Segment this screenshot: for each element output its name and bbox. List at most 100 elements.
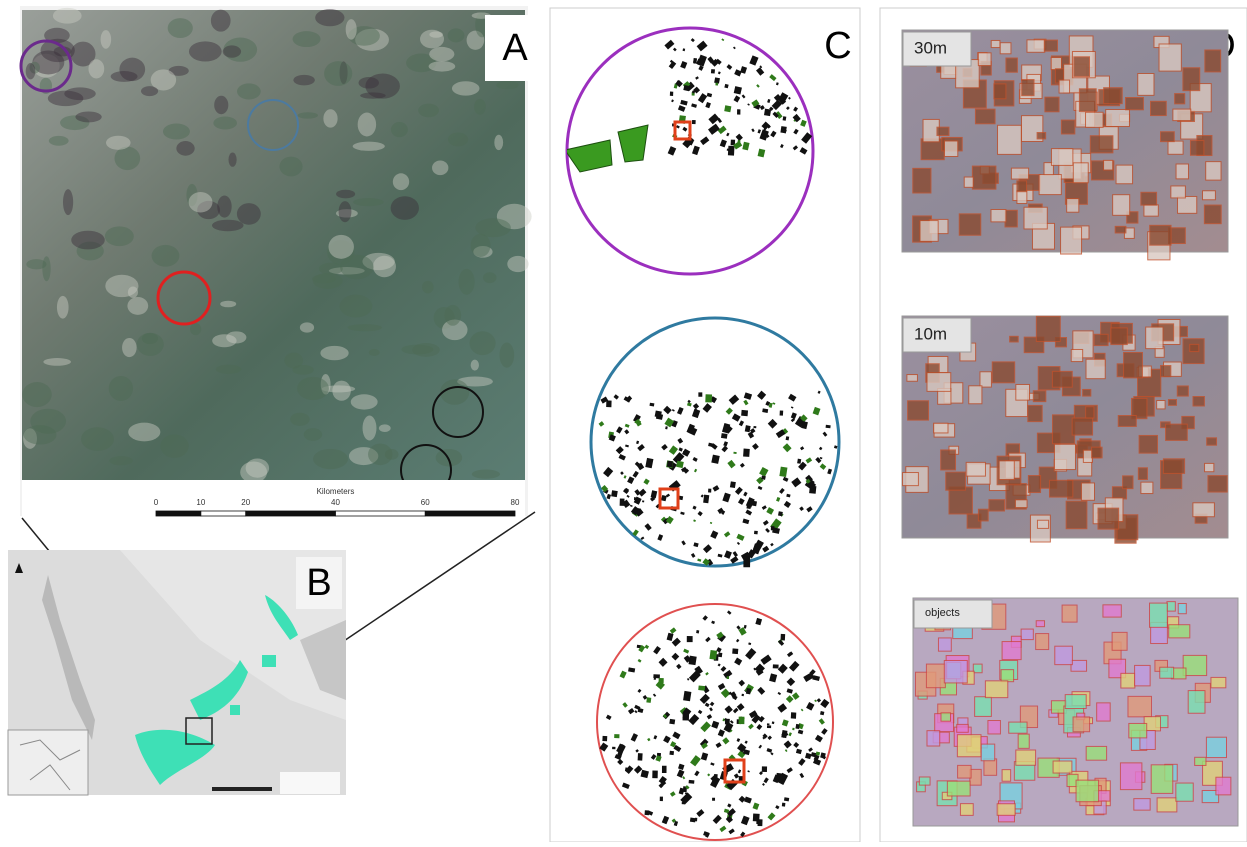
parcel (927, 731, 940, 746)
scale-segment (336, 511, 426, 516)
parcel (1021, 629, 1033, 640)
scale-tick-label: 10 (196, 498, 205, 507)
patch (63, 189, 73, 215)
patch (290, 413, 309, 426)
patch (324, 61, 352, 86)
field (826, 425, 831, 428)
field (612, 747, 615, 749)
image-label: 10m (914, 324, 947, 343)
parcel (1126, 97, 1144, 109)
patch (494, 135, 503, 150)
field (698, 685, 705, 690)
parcel (1018, 734, 1029, 748)
parcel (1118, 416, 1136, 427)
parcel (1134, 799, 1150, 811)
patch (474, 99, 486, 115)
parcel (988, 721, 1001, 734)
parcel (1205, 463, 1214, 471)
patch (348, 324, 382, 331)
parcel (941, 713, 951, 721)
patch (246, 458, 269, 477)
patch (127, 297, 148, 315)
parcel (978, 509, 988, 521)
patch (152, 245, 180, 267)
parcel (1005, 210, 1017, 227)
parcel (1045, 97, 1059, 112)
field (792, 728, 794, 731)
field (642, 500, 644, 502)
parcel (920, 221, 938, 242)
field (782, 803, 786, 807)
parcel (1169, 625, 1190, 638)
parcel (1128, 696, 1152, 716)
panel-label: C (824, 25, 851, 67)
field (753, 426, 756, 428)
parcel (1104, 160, 1113, 170)
parcel (1002, 770, 1011, 782)
scale-tick-label: 40 (331, 498, 340, 507)
parcel (1151, 765, 1173, 794)
field (669, 719, 675, 724)
patch (432, 161, 448, 176)
parcel (978, 53, 991, 66)
patch (168, 18, 193, 38)
parcel (1024, 207, 1047, 229)
patch (471, 360, 479, 371)
parcel (1176, 783, 1193, 801)
field (743, 557, 750, 567)
field (692, 120, 696, 124)
parcel (1161, 366, 1171, 377)
parcel (992, 362, 1014, 383)
panel-b: B (8, 550, 346, 795)
parcel (1146, 327, 1163, 349)
parcel (1051, 57, 1061, 69)
patch (346, 19, 357, 39)
parcel (972, 166, 996, 189)
field (730, 481, 736, 488)
parcel (1027, 40, 1045, 52)
patch (213, 116, 237, 129)
patch (339, 201, 352, 222)
scale-bar (212, 787, 272, 791)
patch (141, 86, 158, 96)
parcel (1103, 605, 1121, 617)
parcel (1074, 57, 1090, 77)
parcel (1033, 391, 1046, 402)
patch (211, 10, 231, 32)
patch (106, 136, 131, 150)
patch (176, 141, 194, 156)
field (778, 511, 783, 516)
parcel (1039, 175, 1061, 195)
parcel (937, 127, 949, 135)
patch (293, 75, 314, 86)
field (683, 712, 690, 721)
field (721, 433, 728, 439)
patch (319, 263, 343, 275)
parcel (1017, 181, 1027, 192)
patch (75, 111, 101, 122)
parcel (1206, 162, 1221, 181)
parcel (1086, 359, 1105, 378)
parcel (1053, 761, 1072, 773)
patch (420, 30, 444, 49)
patch (26, 63, 36, 79)
patch (137, 333, 164, 356)
patch (189, 192, 213, 212)
field (655, 411, 662, 418)
parcel (1062, 605, 1077, 622)
parcel (1104, 88, 1123, 104)
parcel (903, 473, 919, 486)
patch (114, 147, 140, 170)
patch (448, 28, 465, 42)
page: Kilometers01020406080 A B C D 30m10mobje… (0, 0, 1247, 847)
field (718, 653, 722, 658)
parcel (985, 681, 1007, 698)
patch (128, 423, 160, 442)
patch (160, 434, 188, 458)
patch (57, 296, 69, 319)
parcel (1190, 344, 1199, 351)
patch (471, 234, 491, 257)
legend (280, 772, 340, 794)
patch (448, 133, 468, 147)
parcel (1071, 349, 1082, 361)
